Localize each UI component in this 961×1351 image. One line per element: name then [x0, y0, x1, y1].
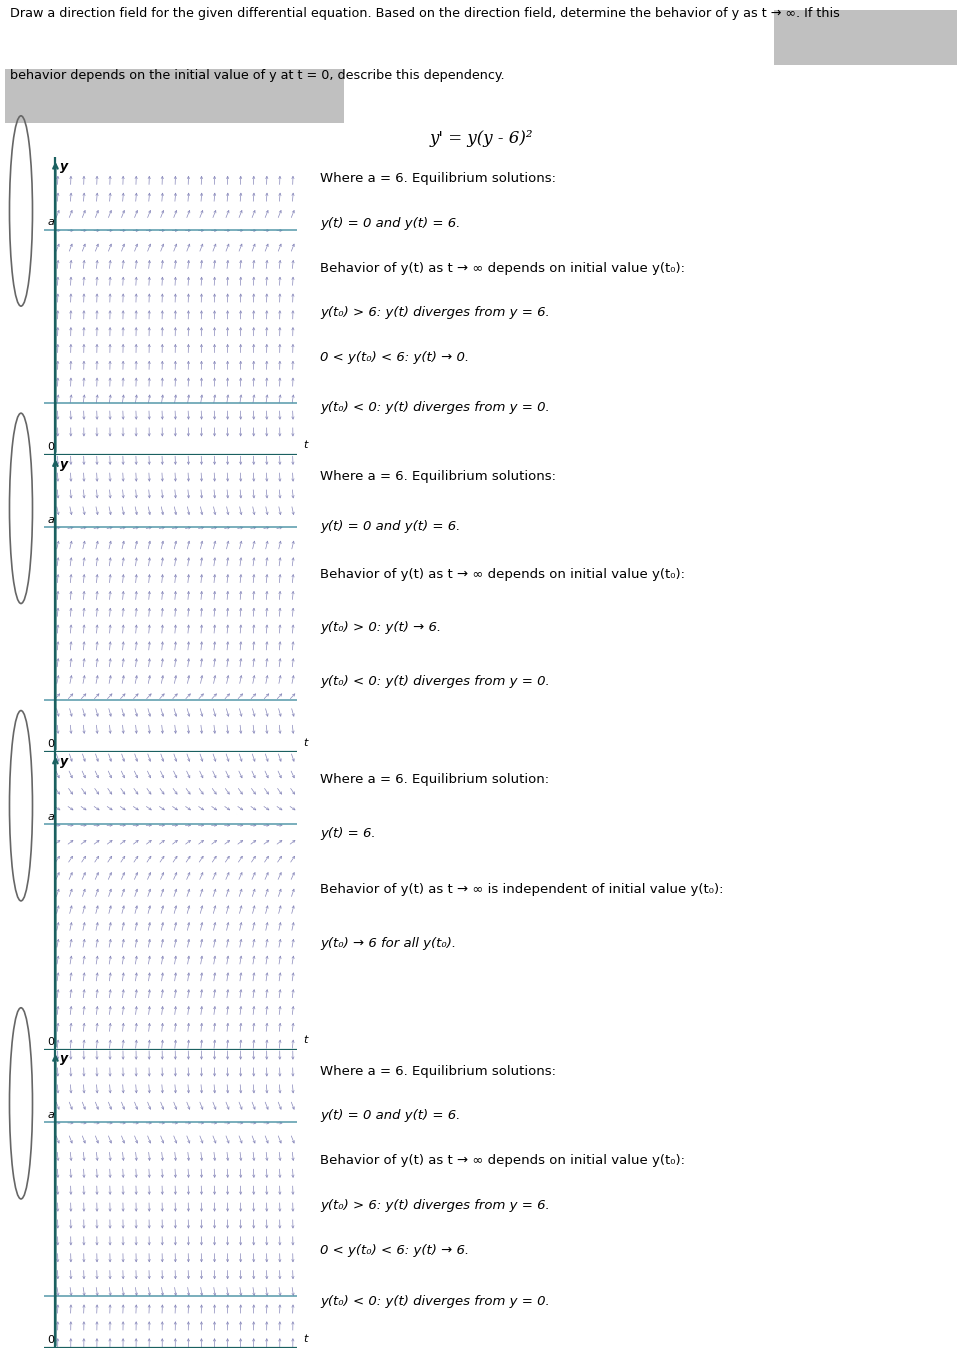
Text: t: t: [303, 440, 308, 450]
Text: y: y: [60, 1052, 67, 1066]
Text: 0 < y(t₀) < 6: y(t) → 0.: 0 < y(t₀) < 6: y(t) → 0.: [320, 351, 469, 363]
Text: a: a: [47, 1109, 54, 1120]
Text: a: a: [47, 812, 54, 821]
Text: Behavior of y(t) as t → ∞ depends on initial value y(t₀):: Behavior of y(t) as t → ∞ depends on ini…: [320, 567, 684, 581]
Text: 0: 0: [47, 1335, 55, 1346]
Text: a: a: [47, 218, 54, 227]
Text: y(t) = 0 and y(t) = 6.: y(t) = 0 and y(t) = 6.: [320, 520, 460, 534]
Text: y(t) = 0 and y(t) = 6.: y(t) = 0 and y(t) = 6.: [320, 218, 460, 230]
Bar: [5, 69, 343, 123]
Text: y: y: [60, 161, 67, 173]
Text: t: t: [303, 738, 308, 748]
Text: y(t) = 6.: y(t) = 6.: [320, 827, 376, 839]
Text: Where a = 6. Equilibrium solution:: Where a = 6. Equilibrium solution:: [320, 773, 549, 786]
Bar: [774, 11, 956, 65]
Text: Where a = 6. Equilibrium solutions:: Where a = 6. Equilibrium solutions:: [320, 173, 555, 185]
Text: y(t₀) → 6 for all y(t₀).: y(t₀) → 6 for all y(t₀).: [320, 936, 456, 950]
Text: y(t₀) > 0: y(t) → 6.: y(t₀) > 0: y(t) → 6.: [320, 621, 441, 635]
Text: Draw a direction field for the given differential equation. Based on the directi: Draw a direction field for the given dif…: [10, 7, 839, 20]
Text: y(t₀) > 6: y(t) diverges from y = 6.: y(t₀) > 6: y(t) diverges from y = 6.: [320, 307, 550, 319]
Text: y: y: [60, 755, 67, 769]
Text: y: y: [60, 458, 67, 470]
Text: Behavior of y(t) as t → ∞ is independent of initial value y(t₀):: Behavior of y(t) as t → ∞ is independent…: [320, 884, 723, 896]
Text: a: a: [47, 515, 54, 524]
Text: 0: 0: [47, 442, 55, 453]
Text: Where a = 6. Equilibrium solutions:: Where a = 6. Equilibrium solutions:: [320, 1065, 555, 1078]
Text: 0: 0: [47, 739, 55, 750]
Text: y' = y(y - 6)²: y' = y(y - 6)²: [429, 130, 532, 147]
Text: t: t: [303, 1035, 308, 1046]
Text: Behavior of y(t) as t → ∞ depends on initial value y(t₀):: Behavior of y(t) as t → ∞ depends on ini…: [320, 262, 684, 274]
Text: y(t₀) < 0: y(t) diverges from y = 0.: y(t₀) < 0: y(t) diverges from y = 0.: [320, 401, 550, 415]
Text: behavior depends on the initial value of y at t = 0, describe this dependency.: behavior depends on the initial value of…: [10, 69, 504, 82]
Text: t: t: [303, 1333, 308, 1344]
Text: y(t) = 0 and y(t) = 6.: y(t) = 0 and y(t) = 6.: [320, 1109, 460, 1123]
Text: y(t₀) < 0: y(t) diverges from y = 0.: y(t₀) < 0: y(t) diverges from y = 0.: [320, 1294, 550, 1308]
Text: y(t₀) < 0: y(t) diverges from y = 0.: y(t₀) < 0: y(t) diverges from y = 0.: [320, 676, 550, 688]
Text: 0 < y(t₀) < 6: y(t) → 6.: 0 < y(t₀) < 6: y(t) → 6.: [320, 1244, 469, 1256]
Text: 0: 0: [47, 1036, 55, 1047]
Text: Behavior of y(t) as t → ∞ depends on initial value y(t₀):: Behavior of y(t) as t → ∞ depends on ini…: [320, 1154, 684, 1167]
Text: y(t₀) > 6: y(t) diverges from y = 6.: y(t₀) > 6: y(t) diverges from y = 6.: [320, 1198, 550, 1212]
Text: Where a = 6. Equilibrium solutions:: Where a = 6. Equilibrium solutions:: [320, 470, 555, 482]
